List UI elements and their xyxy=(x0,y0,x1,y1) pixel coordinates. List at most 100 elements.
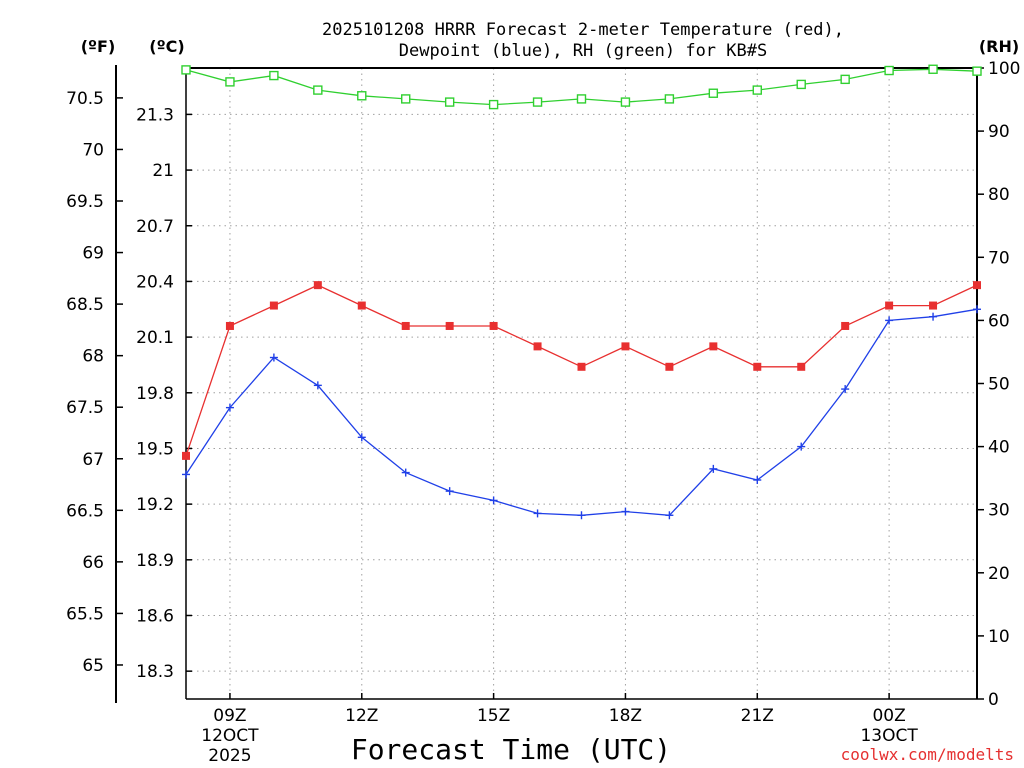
x-tick-date-label: 13OCT xyxy=(860,726,918,746)
temperature-point xyxy=(533,342,542,351)
fahrenheit-tick-label: 67.5 xyxy=(66,398,104,418)
temperature-point xyxy=(577,362,586,371)
fahrenheit-tick-label: 68 xyxy=(82,347,104,367)
credit-text: coolwx.com/modelts xyxy=(841,745,1014,764)
dewpoint-point xyxy=(841,385,850,394)
dewpoint-point xyxy=(885,316,894,325)
rh-point xyxy=(576,94,587,104)
celsius-tick-label: 18.3 xyxy=(136,662,174,682)
rh-point xyxy=(269,70,279,81)
temperature-point xyxy=(182,451,190,460)
rh-point xyxy=(532,97,543,107)
fahrenheit-tick-label: 68.5 xyxy=(66,295,104,315)
celsius-tick-label: 20.1 xyxy=(136,328,174,348)
dewpoint-point xyxy=(182,470,190,479)
celsius-tick-label: 18.6 xyxy=(136,606,174,626)
rh-tick-label: 90 xyxy=(988,122,1010,142)
celsius-tick-label: 18.9 xyxy=(136,551,174,571)
temperature-point xyxy=(621,342,630,351)
dewpoint-point xyxy=(225,403,234,412)
celsius-tick-label: 21.3 xyxy=(136,105,174,125)
x-tick-label: 15Z xyxy=(477,706,510,726)
rh-point xyxy=(708,88,719,98)
temperature-point xyxy=(929,301,938,310)
rh-point xyxy=(972,66,982,76)
rh-tick-label: 80 xyxy=(988,185,1010,205)
dewpoint-point xyxy=(621,507,630,516)
rh-tick-label: 20 xyxy=(988,564,1010,584)
fahrenheit-tick-label: 69 xyxy=(82,244,104,264)
temperature-point xyxy=(269,301,278,310)
rh-tick-label: 40 xyxy=(988,438,1010,458)
rh-point xyxy=(840,74,850,85)
temperature-point xyxy=(753,362,762,371)
x-tick-label: 21Z xyxy=(741,706,774,726)
celsius-tick-label: 19.5 xyxy=(136,439,174,459)
rh-tick-label: 30 xyxy=(988,501,1010,521)
fahrenheit-tick-label: 65.5 xyxy=(66,604,104,624)
fahrenheit-tick-label: 66.5 xyxy=(66,501,104,521)
x-tick-label: 09Z xyxy=(213,706,246,726)
axes: 65 65.5 66 66.5 67 67.5 68 68.5 69 69.5 70 70.5 18.3… xyxy=(66,59,1020,766)
temperature-point xyxy=(885,301,894,310)
temperature-point xyxy=(841,321,850,330)
dewpoint-point xyxy=(269,353,278,362)
x-tick-year-label: 2025 xyxy=(208,746,251,766)
dewpoint-point xyxy=(665,511,674,520)
celsius-tick-label: 21 xyxy=(152,161,174,181)
rh-tick-label: 50 xyxy=(988,375,1010,395)
rh-point xyxy=(181,65,191,75)
rh-point xyxy=(357,91,367,101)
rh-point xyxy=(796,79,806,90)
fahrenheit-tick-label: 69.5 xyxy=(66,192,104,212)
rh-point xyxy=(488,99,499,110)
temperature-point xyxy=(489,321,498,330)
celsius-tick-label: 20.7 xyxy=(136,217,174,237)
rh-point xyxy=(401,94,411,104)
fahrenheit-tick-label: 66 xyxy=(82,553,104,573)
fahrenheit-tick-label: 70.5 xyxy=(66,89,104,109)
dewpoint-point xyxy=(973,305,981,314)
fahrenheit-tick-label: 70 xyxy=(82,140,104,160)
dewpoint-point xyxy=(753,476,762,485)
rh-point xyxy=(884,65,894,76)
celsius-tick-label: 19.2 xyxy=(136,495,174,515)
dewpoint-point xyxy=(489,496,498,505)
dewpoint-point xyxy=(577,511,586,520)
dewpoint-point xyxy=(929,312,938,321)
series-lines xyxy=(181,64,982,520)
dewpoint-point xyxy=(533,509,542,518)
gridlines xyxy=(186,68,977,699)
rh-tick-label: 100 xyxy=(988,59,1020,79)
celsius-tick-label: 19.8 xyxy=(136,384,174,404)
dewpoint-point xyxy=(401,468,410,477)
rh-point xyxy=(444,97,455,107)
fahrenheit-tick-label: 67 xyxy=(82,450,104,470)
celsius-unit-label: (ºC) xyxy=(149,37,184,56)
fahrenheit-tick-label: 65 xyxy=(82,656,104,676)
dewpoint-point xyxy=(357,433,366,442)
fahrenheit-unit-label: (ºF) xyxy=(81,37,116,56)
temperature-point xyxy=(709,342,718,351)
x-axis-title: Forecast Time (UTC) xyxy=(351,733,671,766)
temperature-point xyxy=(225,321,234,330)
rh-point xyxy=(225,77,235,87)
rh-point xyxy=(664,94,675,104)
dewpoint-line xyxy=(185,308,978,516)
temperature-point xyxy=(665,362,674,371)
temperature-point xyxy=(445,321,454,330)
dewpoint-point xyxy=(797,442,806,451)
rh-tick-label: 70 xyxy=(988,248,1010,268)
rh-point xyxy=(928,64,938,74)
dewpoint-point xyxy=(709,464,718,473)
dewpoint-point xyxy=(313,381,322,390)
rh-point xyxy=(313,85,323,95)
rh-tick-label: 60 xyxy=(988,311,1010,331)
x-tick-label: 00Z xyxy=(872,706,905,726)
x-tick-label: 12Z xyxy=(345,706,378,726)
x-tick-label: 18Z xyxy=(609,706,642,726)
temperature-point xyxy=(797,362,806,371)
rh-unit-label: (RH) xyxy=(979,37,1019,56)
dewpoint-point xyxy=(445,487,454,496)
